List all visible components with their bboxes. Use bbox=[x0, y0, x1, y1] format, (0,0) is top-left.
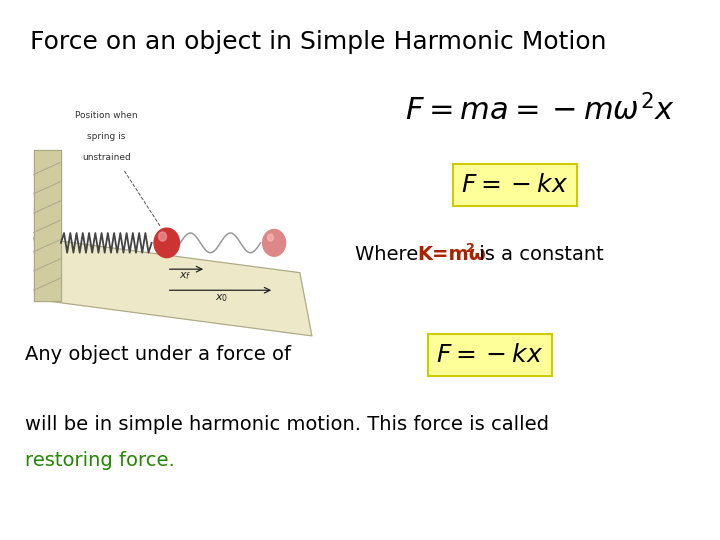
Text: Force on an object in Simple Harmonic Motion: Force on an object in Simple Harmonic Mo… bbox=[30, 30, 606, 54]
Polygon shape bbox=[34, 150, 61, 301]
Text: will be in simple harmonic motion. This force is called: will be in simple harmonic motion. This … bbox=[25, 415, 549, 435]
Text: spring is: spring is bbox=[87, 132, 125, 141]
Text: Position when: Position when bbox=[75, 111, 138, 120]
Text: $F = ma = -m\omega^2 x$: $F = ma = -m\omega^2 x$ bbox=[405, 94, 675, 126]
Text: $F = -kx$: $F = -kx$ bbox=[436, 343, 544, 367]
Text: K=mω: K=mω bbox=[417, 246, 486, 265]
Text: Any object under a force of: Any object under a force of bbox=[25, 346, 291, 365]
Circle shape bbox=[267, 234, 274, 241]
Text: Where: Where bbox=[355, 246, 425, 265]
Text: $x_0$: $x_0$ bbox=[215, 292, 228, 304]
Text: restoring force.: restoring force. bbox=[25, 450, 175, 469]
Text: is a constant: is a constant bbox=[473, 246, 604, 265]
Text: unstrained: unstrained bbox=[82, 153, 130, 163]
Text: $x_f$: $x_f$ bbox=[179, 270, 192, 282]
Text: 2: 2 bbox=[466, 241, 474, 254]
Circle shape bbox=[158, 232, 166, 241]
Polygon shape bbox=[34, 238, 312, 336]
Circle shape bbox=[263, 230, 286, 256]
Circle shape bbox=[154, 228, 179, 258]
Text: $F = -kx$: $F = -kx$ bbox=[462, 173, 569, 197]
